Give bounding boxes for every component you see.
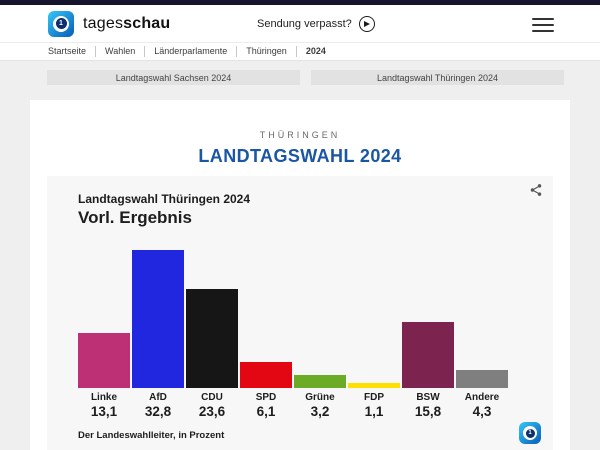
logo-core: 1: [55, 18, 67, 29]
names-row: Linke AfD CDU SPD Grüne FDP BSW Andere: [78, 392, 512, 403]
bar-column: [402, 250, 454, 388]
bar-label: AfD: [149, 392, 167, 403]
bar-column: [132, 250, 184, 388]
bar-label: Linke: [90, 392, 118, 403]
play-triangle: [364, 20, 371, 27]
bar-column: [78, 250, 130, 388]
page-kicker: THÜRINGEN: [259, 130, 341, 140]
bar-linke: [78, 333, 130, 388]
tagesschau-watermark-icon: 1: [519, 422, 541, 444]
results-chart-card: Landtagswahl Thüringen 2024 Vorl. Ergebn…: [47, 176, 553, 450]
chart-subtitle: Vorl. Ergebnis: [78, 208, 192, 227]
bar-andere: [456, 369, 508, 388]
bar-column: [240, 250, 292, 388]
bars-row: [78, 250, 512, 388]
play-icon[interactable]: [358, 15, 375, 32]
election-tab[interactable]: Landtagswahl Sachsen 2024: [47, 70, 300, 85]
bar-column: [186, 250, 238, 388]
breadcrumb-item[interactable]: Länderparlamente: [145, 46, 238, 57]
bar-label: CDU: [201, 392, 223, 403]
chart-source: Der Landeswahlleiter, in Prozent: [78, 430, 225, 441]
bar-column: [294, 250, 346, 388]
tagesschau-logo-icon[interactable]: 1: [48, 10, 74, 37]
sendung-verpasst-label: Sendung verpasst?: [257, 17, 352, 30]
share-icon[interactable]: [529, 183, 543, 197]
brand-wordmark[interactable]: tagesschau: [83, 15, 170, 33]
values-row: 13,1 32,8 23,6 6,1 3,2 1,1 15,8 4,3: [78, 404, 512, 419]
logo-ring: 1: [53, 15, 69, 32]
site-header: 1 tagesschau Sendung verpasst?: [0, 5, 600, 42]
bar-value: 1,1: [364, 404, 384, 419]
bar-cdu: [186, 288, 238, 388]
bar-label: BSW: [416, 392, 440, 403]
chart-title: Landtagswahl Thüringen 2024: [78, 192, 251, 206]
bar-value: 4,3: [472, 404, 492, 419]
bar-column: [348, 250, 400, 388]
bar-value: 32,8: [144, 404, 172, 419]
breadcrumb-item[interactable]: 2024: [305, 46, 326, 56]
bar-spd: [240, 362, 292, 388]
bar-value: 6,1: [256, 404, 276, 419]
page-title: LANDTAGSWAHL 2024: [198, 146, 402, 166]
bar-value: 3,2: [310, 404, 330, 419]
election-tab[interactable]: Landtagswahl Thüringen 2024: [311, 70, 564, 85]
brand-light: tages: [83, 14, 124, 32]
bar-label: Grüne: [305, 392, 335, 403]
bar-value: 15,8: [414, 404, 442, 419]
bar-afd: [132, 250, 184, 388]
bar-label: SPD: [255, 392, 277, 403]
breadcrumb-item[interactable]: Wahlen: [96, 46, 146, 57]
bar-value: 13,1: [90, 404, 118, 419]
bar-label: FDP: [364, 392, 384, 403]
bar-label: Andere: [464, 392, 500, 403]
bar-column: [456, 250, 508, 388]
top-accent-bar: [0, 0, 600, 5]
breadcrumb-item[interactable]: Startseite: [48, 46, 97, 57]
bar-bsw: [402, 321, 454, 388]
menu-icon[interactable]: [532, 18, 554, 32]
bar-value: 23,6: [198, 404, 226, 419]
brand-bold: schau: [123, 14, 171, 32]
bar-grüne: [294, 374, 346, 388]
logo-ring: 1: [523, 426, 537, 440]
breadcrumb-item[interactable]: Thüringen: [237, 46, 297, 57]
content-panel: THÜRINGEN LANDTAGSWAHL 2024 Landtagswahl…: [30, 100, 570, 450]
sendung-verpasst-link[interactable]: Sendung verpasst?: [257, 5, 375, 42]
bar-fdp: [348, 383, 400, 388]
breadcrumb: Startseite Wahlen Länderparlamente Thüringe…: [0, 42, 600, 61]
logo-core: 1: [525, 428, 535, 438]
tabs-row: Landtagswahl Sachsen 2024 Landtagswahl Th…: [0, 61, 600, 85]
